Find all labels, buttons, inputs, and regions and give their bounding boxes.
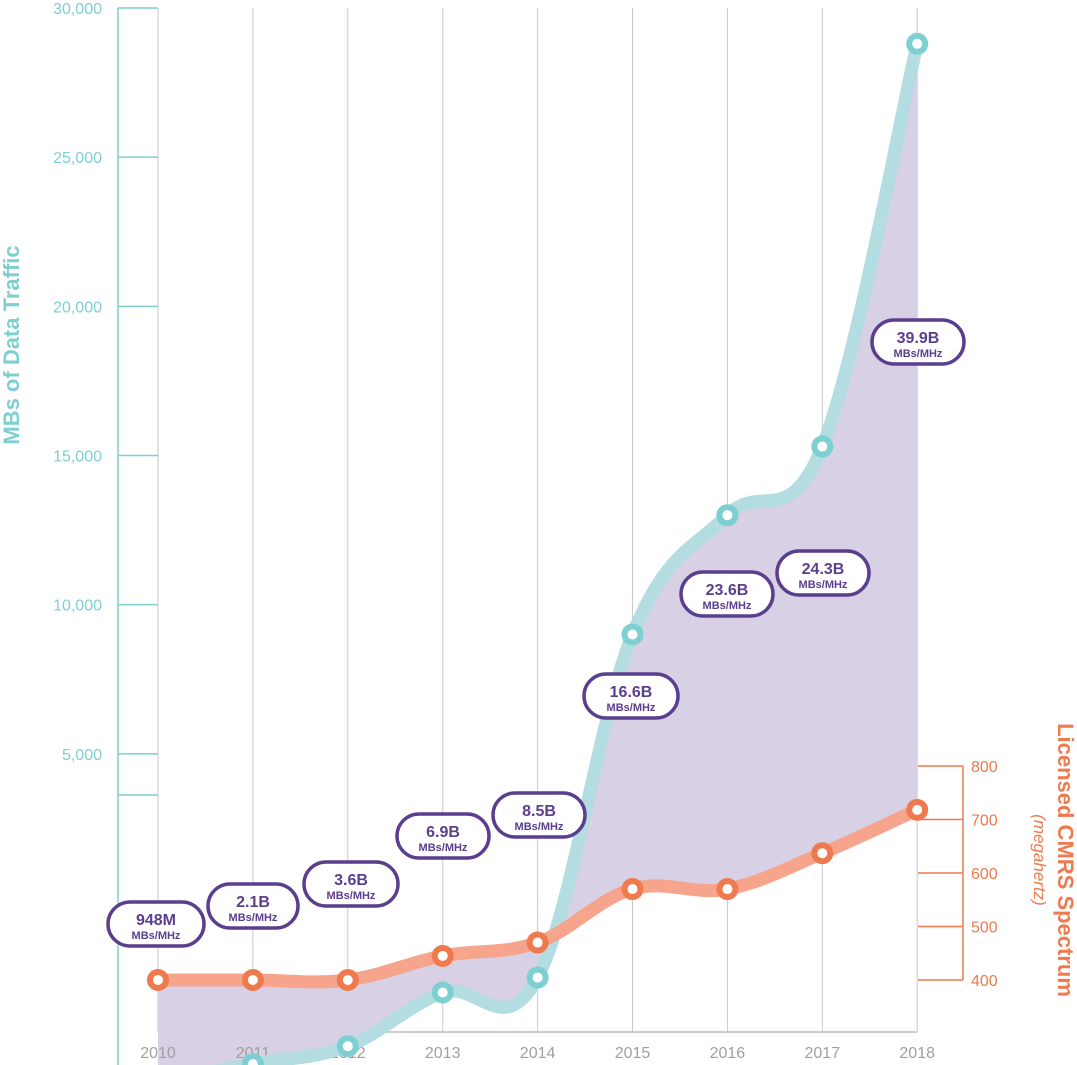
left-tick-label: 30,000 — [53, 1, 102, 18]
data-traffic-point-2013-center — [437, 987, 448, 998]
badge-value: 6.9B — [426, 824, 460, 841]
data-traffic-point-2012-center — [342, 1041, 353, 1052]
badge-pill — [775, 549, 871, 597]
badge-value: 39.9B — [897, 330, 940, 347]
spectrum-point-2014-center — [532, 937, 543, 948]
spectrum-point-2015-center — [627, 884, 638, 895]
x-tick-label: 2017 — [805, 1045, 841, 1062]
right-tick-label: 700 — [971, 813, 998, 830]
spectrum-point-2018-center — [912, 804, 923, 815]
spectrum-point-2012-center — [342, 975, 353, 985]
badge-unit: MBs/MHz — [229, 912, 278, 924]
badge-unit: MBs/MHz — [703, 600, 752, 612]
badge-unit: MBs/MHz — [894, 348, 943, 360]
left-axis-label: MBs of Data Traffic — [0, 245, 24, 444]
data-traffic-point-2014-center — [532, 972, 543, 983]
left-tick-label: 5,000 — [62, 747, 102, 764]
badge-pill — [491, 791, 587, 839]
badge-pill — [582, 672, 680, 720]
badge-value: 24.3B — [802, 561, 845, 578]
data-traffic-point-2015-center — [627, 629, 638, 640]
data-traffic-point-2017-center — [817, 441, 828, 452]
badge-pill — [206, 882, 300, 930]
badge-unit: MBs/MHz — [419, 842, 468, 854]
data-traffic-point-2011-center — [247, 1059, 258, 1065]
right-tick-label: 800 — [971, 759, 998, 776]
right-tick-label: 400 — [971, 973, 998, 990]
right-tick-label: 500 — [971, 920, 998, 937]
right-axis-sublabel: (megahertz) — [1030, 814, 1049, 906]
spectrum-point-2016-center — [722, 884, 733, 895]
data-traffic-point-2011 — [241, 1053, 264, 1065]
badge-value: 948M — [136, 912, 176, 929]
badge-unit: MBs/MHz — [132, 930, 181, 942]
data-traffic-point-2018-center — [912, 38, 923, 49]
badge-value: 16.6B — [610, 684, 653, 701]
badge-pill — [106, 900, 206, 948]
spectrum-point-2010-center — [153, 975, 163, 985]
x-tick-label: 2014 — [520, 1045, 556, 1062]
left-tick-label: 15,000 — [53, 449, 102, 466]
right-tick-label: 600 — [971, 866, 998, 883]
spectrum-point-2017-center — [817, 848, 828, 859]
badge-pill — [679, 570, 775, 618]
right-axis-label: Licensed CMRS Spectrum — [1053, 723, 1077, 997]
badge-pill — [870, 318, 966, 366]
badge-value: 8.5B — [522, 803, 556, 820]
x-tick-label: 2010 — [140, 1045, 176, 1062]
badge-unit: MBs/MHz — [607, 702, 656, 714]
x-tick-label: 2015 — [615, 1045, 651, 1062]
badge-pill — [302, 860, 400, 908]
x-tick-label: 2013 — [425, 1045, 461, 1062]
badge-unit: MBs/MHz — [515, 821, 564, 833]
data-traffic-point-2016-center — [722, 510, 733, 521]
efficiency-badges: 948MMBs/MHz2.1BMBs/MHz3.6BMBs/MHz6.9BMBs… — [106, 318, 966, 948]
badge-value: 23.6B — [706, 582, 749, 599]
series-markers — [147, 32, 929, 1065]
spectrum-point-2011-center — [247, 975, 258, 985]
badge-value: 2.1B — [236, 894, 270, 911]
area-between-series — [158, 43, 918, 1065]
badge-value: 3.6B — [334, 872, 368, 889]
x-tick-label: 2016 — [710, 1045, 746, 1062]
badge-unit: MBs/MHz — [327, 890, 376, 902]
left-tick-label: 25,000 — [53, 150, 102, 167]
spectrum-point-2013-center — [437, 950, 448, 961]
badge-pill — [395, 812, 491, 860]
x-tick-label: 2018 — [899, 1045, 935, 1062]
area-fill — [158, 43, 918, 1065]
left-tick-label: 10,000 — [53, 598, 102, 615]
badge-unit: MBs/MHz — [799, 579, 848, 591]
left-tick-label: 20,000 — [53, 299, 102, 316]
